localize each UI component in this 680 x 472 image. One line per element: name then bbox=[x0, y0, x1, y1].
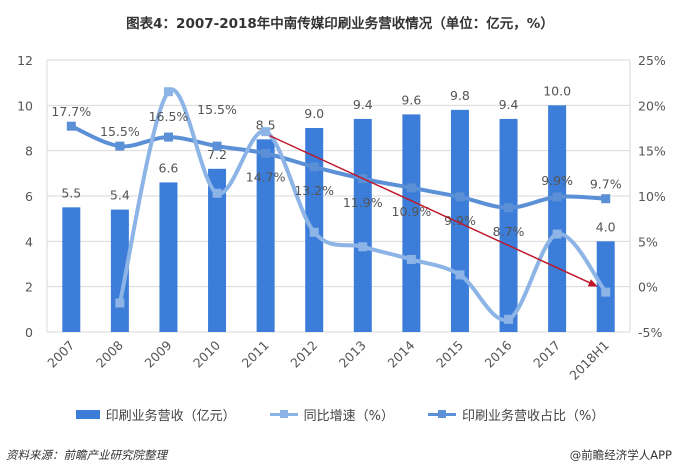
bar bbox=[596, 241, 615, 332]
x-tick: 2016 bbox=[482, 337, 515, 370]
bar bbox=[499, 118, 518, 332]
y-tick-right: 0% bbox=[638, 280, 658, 295]
y-tick-left: 2 bbox=[25, 280, 33, 295]
bar bbox=[159, 182, 178, 332]
bar-label: 10.0 bbox=[543, 83, 571, 98]
bar bbox=[353, 118, 372, 332]
line-marker bbox=[552, 192, 562, 202]
line-marker bbox=[309, 162, 319, 172]
legend-swatch-line bbox=[428, 410, 456, 418]
bar-label: 6.6 bbox=[159, 160, 179, 175]
legend-swatch-line bbox=[269, 410, 298, 418]
bar bbox=[208, 168, 227, 332]
line-label: 17.7% bbox=[51, 104, 91, 119]
line-label: 16.5% bbox=[149, 109, 189, 124]
trend-arrow bbox=[269, 134, 593, 285]
line-marker bbox=[66, 121, 76, 131]
line-marker bbox=[115, 298, 125, 308]
line-marker bbox=[601, 287, 611, 297]
y-tick-left: 6 bbox=[25, 189, 33, 204]
bar-label: 7.2 bbox=[207, 147, 227, 162]
legend-item-growth: 同比增速（%） bbox=[269, 405, 394, 424]
bar-label: 9.6 bbox=[401, 92, 421, 107]
line-label: 14.7% bbox=[246, 169, 286, 184]
x-tick: 2014 bbox=[384, 337, 417, 370]
bar-label: 4.0 bbox=[596, 219, 616, 234]
line-marker bbox=[309, 227, 319, 237]
line-marker bbox=[406, 254, 416, 264]
legend-label: 同比增速（%） bbox=[303, 409, 394, 424]
bar-label: 8.5 bbox=[256, 117, 276, 132]
legend-label: 印刷业务营收（亿元） bbox=[105, 409, 236, 424]
x-tick: 2011 bbox=[239, 338, 272, 371]
x-tick: 2012 bbox=[287, 338, 320, 371]
y-tick-right: 20% bbox=[638, 98, 666, 113]
line-label: 15.5% bbox=[100, 124, 140, 139]
y-tick-right: -5% bbox=[638, 325, 662, 340]
line-marker bbox=[504, 314, 514, 324]
line-label: 9.9% bbox=[541, 173, 573, 188]
line-label: 11.9% bbox=[343, 195, 383, 210]
legend: 印刷业务营收（亿元） 同比增速（%） 印刷业务营收占比（%） bbox=[0, 405, 680, 424]
bar-label: 9.4 bbox=[353, 97, 373, 112]
line-label: 15.5% bbox=[197, 102, 237, 117]
bar-label: 9.8 bbox=[450, 88, 470, 103]
x-tick: 2015 bbox=[433, 338, 466, 371]
legend-item-share: 印刷业务营收占比（%） bbox=[428, 405, 604, 424]
y-tick-left: 4 bbox=[25, 234, 33, 249]
line-marker bbox=[261, 148, 271, 158]
y-tick-right: 10% bbox=[638, 189, 666, 204]
line-growth bbox=[117, 87, 608, 322]
bar-label: 9.4 bbox=[499, 97, 519, 112]
line-marker bbox=[212, 188, 222, 198]
line-marker bbox=[406, 183, 416, 193]
line-label: 13.2% bbox=[294, 183, 334, 198]
line-label: 8.7% bbox=[493, 224, 525, 239]
line-marker bbox=[455, 192, 465, 202]
line-label: 9.9% bbox=[444, 213, 476, 228]
x-tick: 2008 bbox=[93, 337, 126, 370]
x-tick: 2017 bbox=[530, 338, 563, 371]
line-label: 9.7% bbox=[590, 177, 622, 192]
x-tick: 2010 bbox=[190, 337, 223, 370]
line-label: 10.9% bbox=[392, 204, 432, 219]
y-tick-left: 12 bbox=[17, 53, 33, 68]
x-tick: 2007 bbox=[44, 338, 77, 371]
bar-label: 9.0 bbox=[304, 106, 324, 121]
bar bbox=[62, 207, 81, 332]
y-tick-right: 5% bbox=[638, 234, 658, 249]
x-tick: 2013 bbox=[336, 338, 369, 371]
line-marker bbox=[163, 132, 173, 142]
y-tick-left: 10 bbox=[17, 98, 33, 113]
line-marker bbox=[358, 242, 368, 252]
legend-label: 印刷业务营收占比（%） bbox=[462, 409, 605, 424]
source-note: 资料来源：前瞻产业研究院整理 bbox=[6, 448, 167, 462]
line-marker bbox=[212, 141, 222, 151]
bar bbox=[402, 114, 421, 333]
x-tick: 2018H1 bbox=[566, 338, 611, 383]
x-tick: 2009 bbox=[141, 337, 174, 370]
bar-label: 5.5 bbox=[61, 185, 81, 200]
line-marker bbox=[163, 87, 173, 97]
line-marker bbox=[115, 141, 125, 151]
line-marker bbox=[552, 229, 562, 239]
legend-swatch-bar bbox=[75, 410, 100, 419]
y-tick-left: 8 bbox=[25, 144, 33, 159]
y-tick-left: 0 bbox=[25, 325, 33, 340]
credit: @前瞻经济学人APP bbox=[569, 448, 672, 462]
legend-item-revenue: 印刷业务营收（亿元） bbox=[75, 405, 236, 424]
chart-title: 图表4：2007-2018年中南传媒印刷业务营收情况（单位：亿元，%） bbox=[126, 16, 554, 32]
bar bbox=[548, 105, 567, 332]
line-marker bbox=[455, 270, 465, 280]
y-tick-right: 15% bbox=[638, 144, 666, 159]
arrow-head-icon bbox=[587, 279, 598, 287]
bar bbox=[256, 139, 275, 332]
bar-label: 5.4 bbox=[110, 188, 130, 203]
line-marker bbox=[261, 127, 271, 137]
chart: 0 2 4 6 8 10 12 -5% 0% 5% 10% 15% 20% 25% 2007 2008 2009… bbox=[17, 53, 666, 383]
y-tick-right: 25% bbox=[638, 53, 666, 68]
line-marker bbox=[601, 194, 611, 204]
line-marker bbox=[504, 203, 514, 213]
